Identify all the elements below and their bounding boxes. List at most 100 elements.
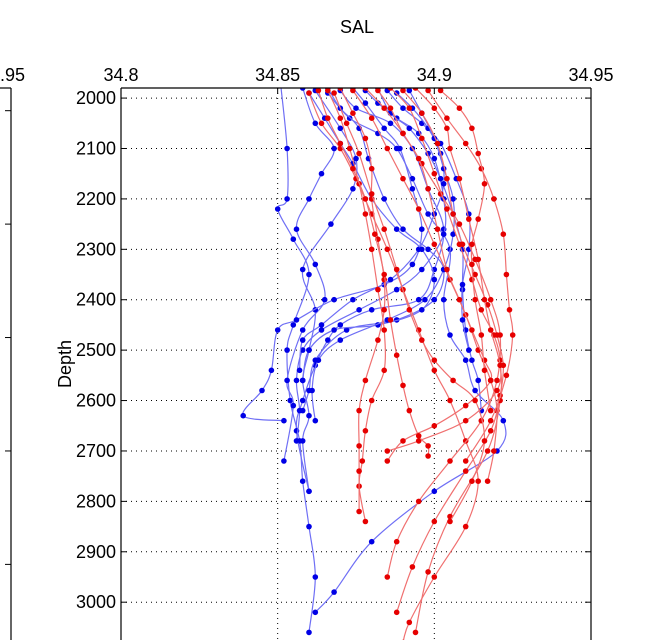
blue-data-point xyxy=(296,367,303,374)
blue-data-point xyxy=(284,377,290,384)
blue-series-line xyxy=(277,88,316,633)
grid-lines xyxy=(121,88,591,640)
red-data-point xyxy=(372,231,378,237)
blue-data-point xyxy=(387,276,394,283)
red-data-point xyxy=(434,226,441,232)
red-data-point xyxy=(478,307,485,313)
blue-data-point xyxy=(409,175,416,182)
red-data-point xyxy=(384,448,391,454)
red-series-line xyxy=(327,90,386,522)
red-data-point xyxy=(444,175,450,182)
red-data-point xyxy=(481,367,488,374)
blue-data-point xyxy=(290,402,297,409)
blue-data-point xyxy=(440,181,447,187)
red-data-point xyxy=(425,569,431,575)
red-data-point xyxy=(362,135,369,142)
x-tick-label: 34.8 xyxy=(103,65,138,85)
red-data-point xyxy=(484,448,491,454)
blue-data-point xyxy=(469,357,475,364)
blue-data-point xyxy=(337,337,344,343)
red-data-point xyxy=(491,196,497,202)
red-data-point xyxy=(487,428,494,434)
blue-data-point xyxy=(274,327,281,333)
red-data-point xyxy=(325,115,331,121)
red-data-point xyxy=(381,367,388,374)
red-data-point xyxy=(356,508,362,515)
blue-data-point xyxy=(440,231,447,237)
red-data-point xyxy=(387,88,394,91)
blue-data-point xyxy=(409,261,416,268)
red-data-point xyxy=(503,271,510,278)
red-data-point xyxy=(331,90,337,96)
red-data-point xyxy=(491,448,497,454)
red-data-point xyxy=(506,307,513,313)
red-data-point xyxy=(462,402,469,409)
red-data-point xyxy=(362,88,369,91)
blue-data-point xyxy=(353,155,359,162)
red-data-point xyxy=(450,377,456,384)
blue-data-point xyxy=(462,357,469,364)
red-data-point xyxy=(387,105,394,111)
red-data-point xyxy=(425,443,431,449)
blue-data-point xyxy=(431,296,438,303)
blue-data-point xyxy=(240,412,246,419)
blue-data-point xyxy=(466,347,472,353)
blue-data-point xyxy=(299,266,306,273)
red-data-point xyxy=(444,266,450,273)
red-data-point xyxy=(487,407,494,414)
red-data-point xyxy=(368,397,375,404)
red-data-point xyxy=(481,357,488,364)
red-data-point xyxy=(409,564,416,570)
blue-data-point xyxy=(299,397,306,404)
blue-data-point xyxy=(353,105,359,111)
red-data-point xyxy=(431,423,438,429)
red-data-point xyxy=(469,261,475,268)
blue-data-point xyxy=(306,412,312,419)
blue-data-point xyxy=(299,478,306,485)
red-data-point xyxy=(381,226,388,232)
blue-data-point xyxy=(331,327,337,333)
blue-data-point xyxy=(356,307,362,313)
blue-data-point xyxy=(312,417,319,424)
red-data-point xyxy=(359,458,366,464)
red-data-point xyxy=(337,140,344,147)
red-data-point xyxy=(447,397,453,404)
blue-data-point xyxy=(350,296,356,303)
red-data-point xyxy=(462,417,469,424)
blue-data-point xyxy=(299,347,306,353)
red-data-point xyxy=(400,438,406,444)
blue-data-point xyxy=(290,236,297,242)
x-tick-label: 34.9 xyxy=(417,65,452,85)
red-data-point xyxy=(475,216,482,222)
red-data-point xyxy=(384,246,391,253)
red-data-point xyxy=(350,165,356,172)
blue-data-point xyxy=(299,438,306,444)
red-data-point xyxy=(425,88,431,94)
red-data-point xyxy=(400,382,406,389)
y-axis-label: Depth xyxy=(55,340,75,388)
blue-data-point xyxy=(368,538,375,545)
red-data-point xyxy=(368,165,375,172)
blue-data-point xyxy=(375,100,381,106)
blue-data-point xyxy=(290,322,297,328)
blue-data-point xyxy=(459,317,466,323)
y-tick-label: 2700 xyxy=(76,441,116,461)
red-data-point xyxy=(318,120,325,127)
red-data-point xyxy=(325,88,331,94)
red-data-point xyxy=(350,110,356,116)
blue-data-point xyxy=(447,332,453,338)
blue-data-point xyxy=(312,574,319,580)
red-series-line xyxy=(396,90,504,613)
red-data-point xyxy=(469,276,475,283)
red-data-point xyxy=(362,196,369,202)
red-data-point xyxy=(459,241,466,248)
red-data-point xyxy=(431,518,438,525)
red-data-point xyxy=(419,337,425,343)
blue-data-point xyxy=(350,186,356,192)
blue-data-point xyxy=(419,226,425,232)
red-series-line xyxy=(387,88,502,452)
red-data-point xyxy=(475,478,482,485)
red-data-point xyxy=(415,206,422,212)
red-series-line xyxy=(308,92,479,640)
